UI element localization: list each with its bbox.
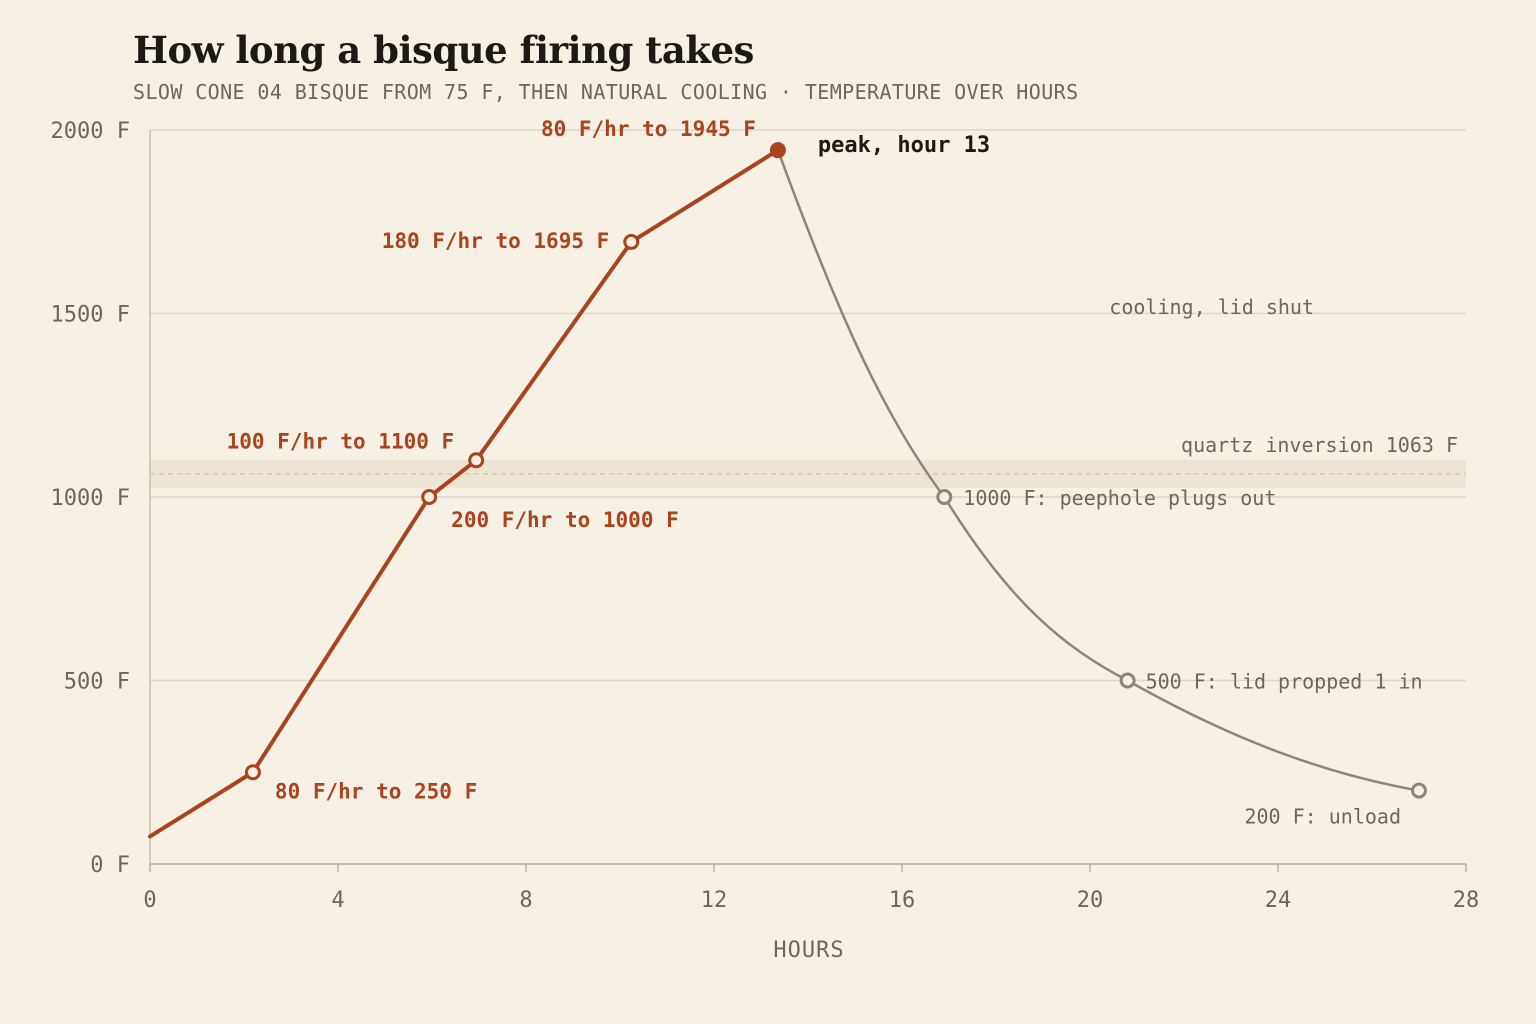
y-tick-label: 500 F (64, 670, 130, 695)
heating-point (244, 764, 261, 781)
cooling-milestone-label: 200 F: unload (1244, 805, 1401, 829)
axis-layer: 0 F 500 F 1000 F 1500 F 2000 F 0 4 8 12 16 20 24 28 H… (51, 119, 1480, 963)
x-tick-label: 24 (1265, 888, 1292, 913)
cooling-milestone-point (1411, 782, 1427, 799)
x-tick-label: 28 (1453, 888, 1480, 913)
y-tick-label: 0 F (90, 853, 130, 878)
cooling-series-label: cooling, lid shut (1109, 295, 1314, 319)
heating-segment-label: 100 F/hr to 1100 F (227, 429, 455, 453)
reference-band-layer: quartz inversion 1063 F (150, 433, 1466, 488)
x-tick-label: 16 (889, 888, 916, 913)
heating-segment-label: 200 F/hr to 1000 F (451, 508, 679, 532)
x-axis-title: HOURS (773, 938, 844, 963)
x-tick-label: 12 (701, 888, 728, 913)
heating-point (623, 233, 640, 250)
chart-title: How long a bisque firing takes (133, 28, 754, 72)
heating-segment-label: 80 F/hr to 250 F (275, 779, 477, 803)
y-tick-label: 2000 F (51, 119, 130, 144)
peak-point (769, 142, 786, 159)
x-tick-label: 8 (519, 888, 532, 913)
label-layer: 80 F/hr to 250 F 200 F/hr to 1000 F 100 F/… (227, 117, 1423, 828)
y-tick-label: 1500 F (51, 303, 130, 328)
heating-segment-label: 180 F/hr to 1695 F (382, 229, 610, 253)
peak-label: peak, hour 13 (818, 133, 990, 158)
cooling-milestone-label: 500 F: lid propped 1 in (1146, 670, 1423, 694)
cooling-series-line (776, 149, 1420, 792)
cooling-milestone-point (936, 489, 953, 505)
cooling-milestone-label: 1000 F: peephole plugs out (963, 486, 1276, 510)
x-tick-label: 20 (1077, 888, 1104, 913)
heating-series-line (148, 148, 780, 839)
heating-segment-label: 80 F/hr to 1945 F (541, 117, 756, 141)
heating-point (421, 489, 438, 505)
chart-subtitle: SLOW CONE 04 BISQUE FROM 75 F, THEN NATU… (133, 80, 1079, 104)
cooling-milestone-point (1119, 672, 1136, 689)
y-tick-label: 1000 F (51, 486, 130, 511)
heating-point (468, 452, 485, 469)
quartz-inversion-label: quartz inversion 1063 F (1181, 433, 1458, 457)
x-tick-label: 0 (143, 888, 156, 913)
series-layer (148, 148, 1420, 839)
x-tick-label: 4 (331, 888, 344, 913)
marker-layer (244, 142, 1427, 799)
